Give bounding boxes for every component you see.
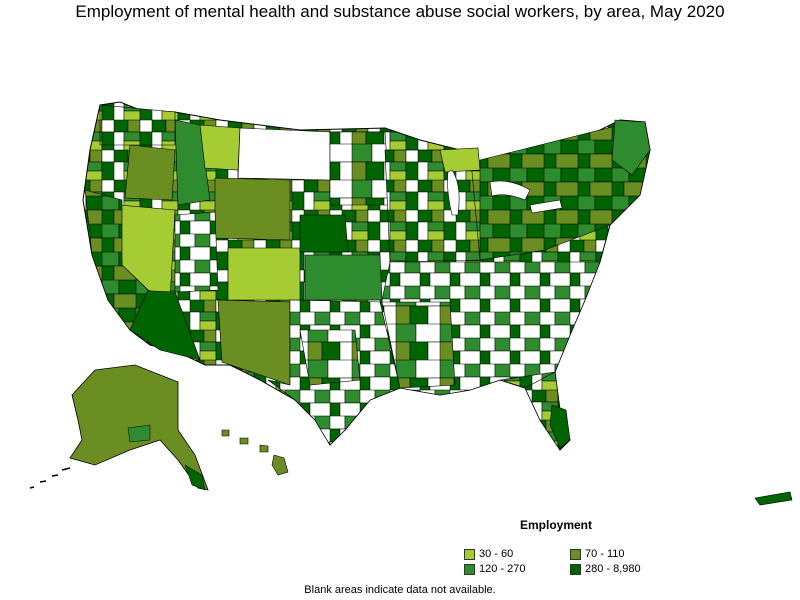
legend-swatch [464,548,475,560]
legend-label: 70 - 110 [585,548,625,560]
region-utah [174,211,219,293]
region-florida-south [549,404,571,449]
region-kansas [304,254,383,301]
region-texas-east [299,329,361,386]
hawaii-kauai [221,429,230,437]
region-dakotas [329,131,391,206]
region-new-mexico [217,299,291,386]
legend-item-30-60: 30 - 60 [464,548,513,560]
puerto-rico [754,491,793,506]
region-wyoming [214,177,291,241]
legend-item-120-270: 120 - 270 [464,563,525,575]
region-maine [611,119,651,176]
aleutian-islands [29,467,71,489]
legend-label: 120 - 270 [479,563,526,575]
us-mainland [82,101,651,451]
region-montana-e [237,127,331,181]
legend-swatch [570,563,581,575]
legend-swatch [570,548,581,560]
map-title: Employment of mental health and substanc… [75,2,725,21]
region-washington [99,104,176,146]
legend-label: 30 - 60 [479,548,514,560]
alaska-juneau [184,464,206,491]
region-oregon-east [124,144,176,201]
legend-swatch [464,563,475,575]
hawaii [221,429,289,476]
region-idaho [174,119,211,206]
legend-label: 280 - 8,980 [585,563,641,575]
legend-item-70-110: 70 - 110 [570,548,625,560]
hawaii-oahu [239,437,249,445]
region-california [84,189,149,331]
blank-areas-note: Blank areas indicate data not available. [304,584,496,596]
region-montana-w [199,124,241,171]
great-lakes [447,169,563,216]
alaska-anchorage [127,424,151,443]
region-nebraska [299,214,349,253]
region-upper-michigan [439,147,481,173]
legend-title: Employment [520,518,593,532]
legend-item-280-8980: 280 - 8,980 [570,563,641,575]
hawaii-maui [259,444,269,453]
region-colorado [227,247,301,301]
alaska [29,364,209,491]
region-south-central [381,301,456,389]
hawaii-big-island [271,454,289,476]
